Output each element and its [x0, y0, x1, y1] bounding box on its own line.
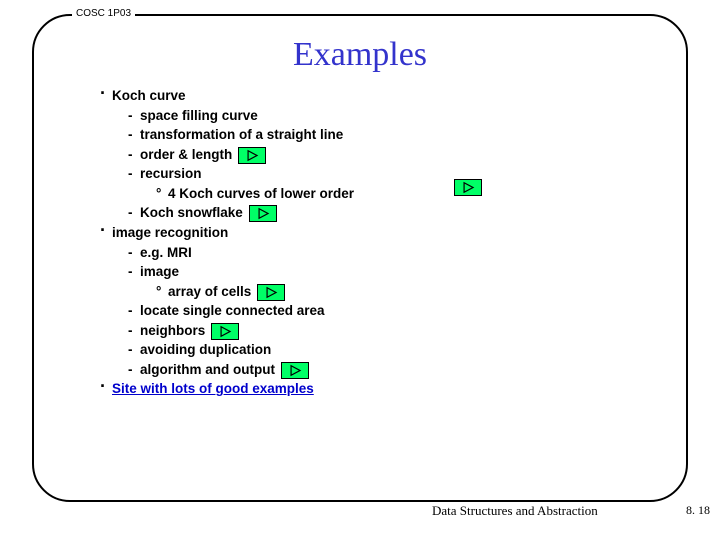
slide-content: Koch curve space filling curve transformat… — [112, 86, 672, 399]
list-item-level-2: 4 Koch curves of lower order — [112, 184, 672, 204]
play-icon[interactable] — [257, 284, 285, 301]
list-item-text: recursion — [140, 166, 202, 181]
list-item-text: image — [140, 264, 179, 279]
list-item-text: array of cells — [168, 284, 251, 299]
list-item-text: locate single connected area — [140, 303, 325, 318]
play-icon[interactable] — [281, 362, 309, 379]
list-item-text: algorithm and output — [140, 362, 275, 377]
list-item-level-1: locate single connected area — [112, 301, 672, 321]
list-item-text: e.g. MRI — [140, 245, 192, 260]
list-item-level-1: recursion — [112, 164, 672, 184]
list-item-level-1: Koch snowflake — [112, 203, 672, 223]
footer-subject: Data Structures and Abstraction — [428, 503, 602, 519]
list-item-level-1: space filling curve — [112, 106, 672, 126]
slide-frame: Examples Koch curve space filling curve tr… — [32, 14, 688, 502]
list-item-level-0: image recognition — [112, 223, 672, 243]
list-item-text: image recognition — [112, 225, 228, 240]
list-item-level-1: image — [112, 262, 672, 282]
list-item-level-1: avoiding duplication — [112, 340, 672, 360]
list-item-text: order & length — [140, 147, 232, 162]
footer-page-number: 8. 18 — [686, 503, 710, 518]
list-item-text: transformation of a straight line — [140, 127, 343, 142]
list-item-text: Koch curve — [112, 88, 186, 103]
list-item-text: Koch snowflake — [140, 205, 243, 220]
play-icon[interactable] — [454, 179, 482, 201]
list-item-text: neighbors — [140, 323, 205, 338]
play-icon[interactable] — [211, 323, 239, 340]
slide-title: Examples — [34, 36, 686, 74]
list-item-level-1: e.g. MRI — [112, 243, 672, 263]
list-item-level-1: neighbors — [112, 321, 672, 341]
list-item-level-0: Koch curve — [112, 86, 672, 106]
list-item-level-1: algorithm and output — [112, 360, 672, 380]
course-tag: COSC 1P03 — [72, 8, 135, 19]
list-item-text: 4 Koch curves of lower order — [168, 186, 354, 201]
list-item-level-1: order & length — [112, 145, 672, 165]
list-item-text: space filling curve — [140, 108, 258, 123]
examples-link[interactable]: Site with lots of good examples — [112, 381, 314, 396]
list-item-text: avoiding duplication — [140, 342, 271, 357]
list-item-level-1: transformation of a straight line — [112, 125, 672, 145]
list-item-level-0: Site with lots of good examples — [112, 379, 672, 399]
play-icon[interactable] — [238, 147, 266, 164]
list-item-level-2: array of cells — [112, 282, 672, 302]
play-icon[interactable] — [249, 205, 277, 222]
